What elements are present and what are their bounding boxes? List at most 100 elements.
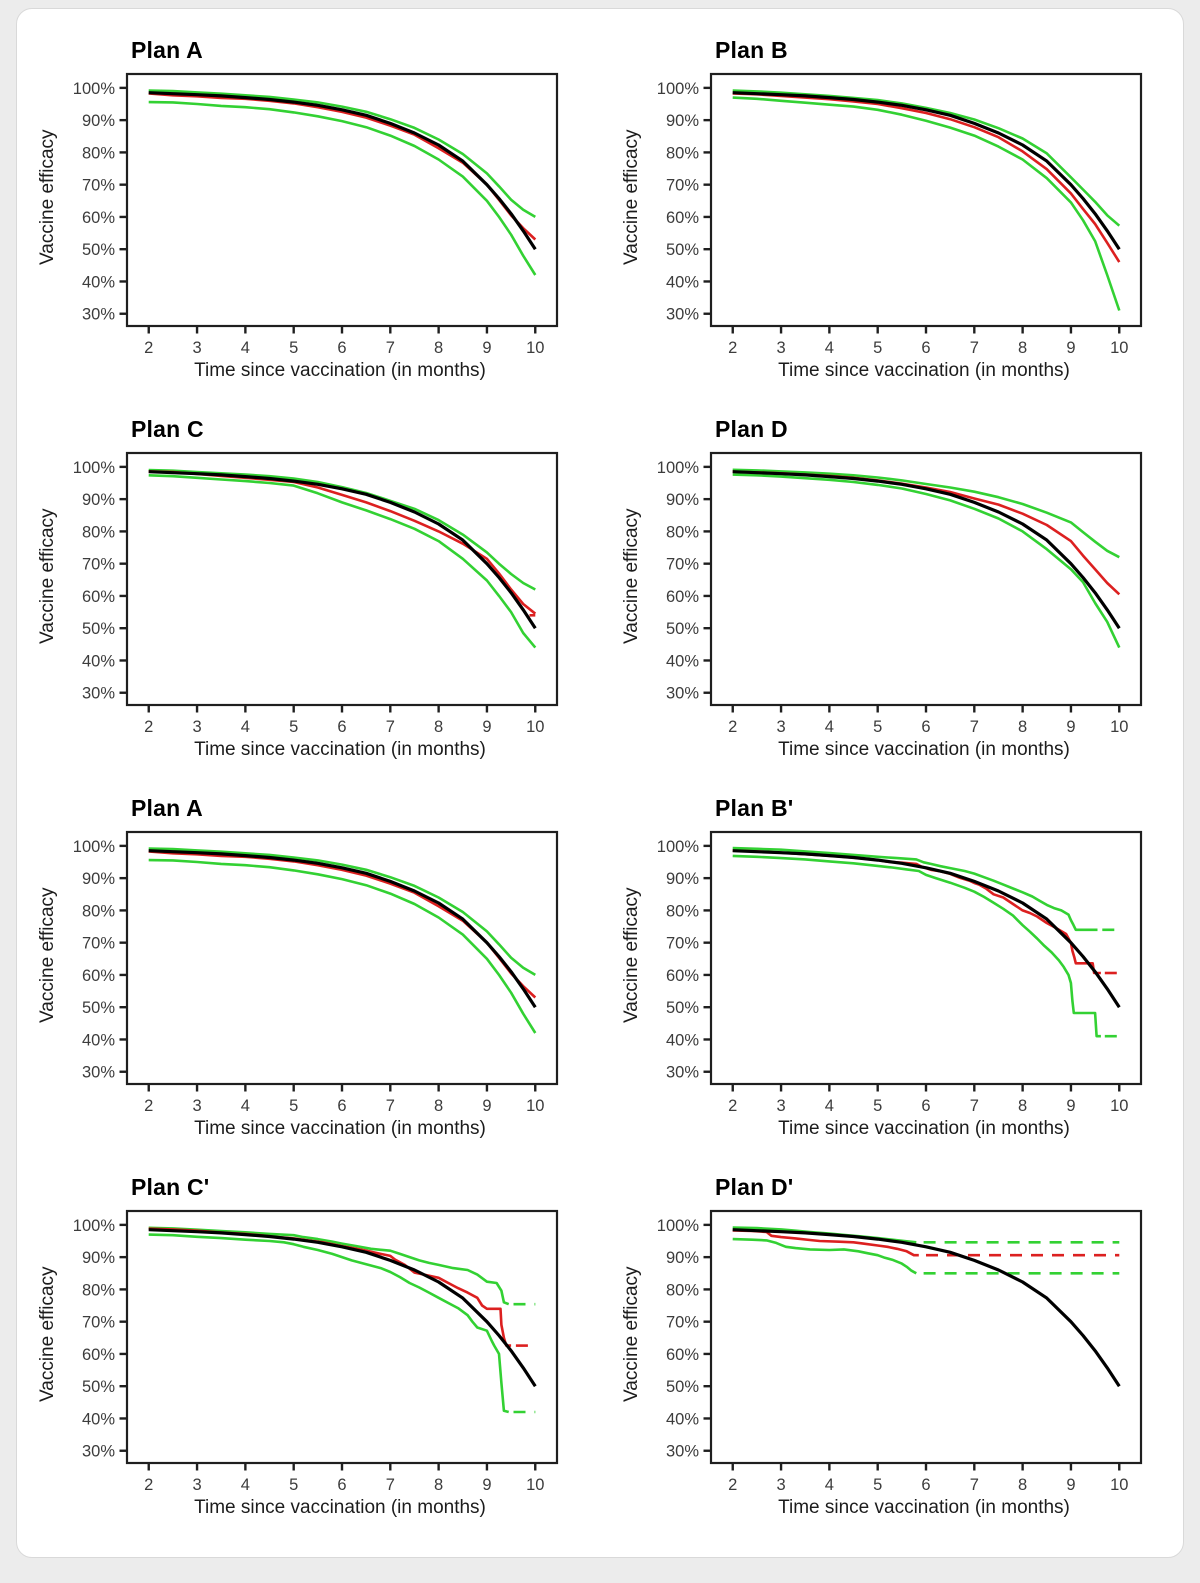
x-tick-label: 3 (776, 1476, 785, 1494)
x-tick-label: 6 (337, 339, 346, 357)
x-tick-label: 8 (1018, 718, 1027, 736)
y-tick-label: 70% (82, 177, 115, 195)
y-axis-label: Vaccine efficacy (37, 1266, 58, 1402)
x-tick-label: 2 (728, 1097, 737, 1115)
x-axis-label: Time since vaccination (in months) (778, 739, 1070, 760)
x-tick-label: 8 (1018, 1097, 1027, 1115)
x-tick-label: 10 (526, 339, 544, 357)
upper-95-band-line (148, 1226, 510, 1306)
x-tick-label: 8 (434, 1097, 443, 1115)
y-tick-label: 80% (666, 523, 699, 541)
y-tick-label: 90% (666, 491, 699, 509)
x-axis-label: Time since vaccination (in months) (778, 1497, 1070, 1518)
y-tick-label: 50% (666, 620, 699, 638)
x-tick-label: 8 (1018, 1476, 1027, 1494)
y-tick-label: 70% (82, 556, 115, 574)
y-tick-label: 90% (82, 491, 115, 509)
x-tick-label: 2 (144, 1097, 153, 1115)
y-tick-label: 100% (657, 838, 700, 856)
x-tick-label: 4 (241, 1097, 250, 1115)
y-tick-label: 60% (666, 209, 699, 227)
upper-95-band-line (148, 89, 536, 219)
lower-95-band-line (732, 854, 1101, 1038)
chart-panel: Plan B' Vaccine efficacy 100% 90% 80% 70% 60… (617, 789, 1167, 1144)
upper-95-band-line (732, 468, 1120, 559)
y-tick-label: 60% (82, 209, 115, 227)
x-tick-label: 3 (192, 1097, 201, 1115)
y-tick-label: 100% (73, 1217, 116, 1235)
x-axis-label: Time since vaccination (in months) (778, 360, 1070, 381)
y-tick-label: 50% (666, 241, 699, 259)
y-tick-label: 50% (82, 1378, 115, 1396)
x-tick-label: 3 (776, 339, 785, 357)
y-tick-label: 80% (82, 1281, 115, 1299)
x-tick-label: 3 (776, 1097, 785, 1115)
x-tick-label: 8 (434, 718, 443, 736)
x-tick-label: 3 (776, 718, 785, 736)
y-tick-label: 70% (82, 1314, 115, 1332)
x-tick-label: 5 (289, 718, 298, 736)
y-tick-label: 80% (82, 144, 115, 162)
x-tick-label: 2 (144, 1476, 153, 1494)
lower-95-band-line (732, 96, 1121, 311)
x-tick-label: 6 (337, 718, 346, 736)
chart-panel: Plan A Vaccine efficacy 100% 90% 80% 70% 60%… (33, 789, 583, 1144)
x-tick-label: 4 (825, 1097, 834, 1115)
panel-title: Plan D' (715, 1174, 794, 1200)
x-tick-label: 4 (241, 718, 250, 736)
chart-panel: Plan C' Vaccine efficacy 100% 90% 80% 70% 60… (33, 1168, 583, 1523)
true-ve-line (732, 91, 1121, 251)
y-axis-label: Vaccine efficacy (37, 887, 58, 1023)
plan-c-chart: 100% 90% 80% 70% 60% 50% 40% 30% 2 3 4 5 6 7 8 9 10 (73, 451, 559, 736)
x-tick-label: 10 (526, 1476, 544, 1494)
true-ve-line (732, 849, 1121, 1009)
lower-95-band-line (148, 1233, 510, 1414)
y-axis-label: Vaccine efficacy (621, 887, 642, 1023)
y-tick-label: 30% (666, 1064, 699, 1082)
y-tick-label: 40% (82, 1031, 115, 1049)
x-tick-label: 8 (434, 339, 443, 357)
true-ve-line (732, 470, 1121, 630)
plan-a-chart: 100% 90% 80% 70% 60% 50% 40% 30% 2 3 4 5 6 7 8 9 10 (73, 72, 559, 357)
panel-title: Plan B (715, 37, 788, 63)
x-tick-label: 10 (526, 718, 544, 736)
x-tick-label: 3 (192, 718, 201, 736)
x-tick-label: 10 (526, 1097, 544, 1115)
x-tick-label: 5 (289, 1476, 298, 1494)
panel-title: Plan C (131, 416, 204, 442)
y-axis-label: Vaccine efficacy (621, 508, 642, 644)
y-tick-label: 80% (666, 1281, 699, 1299)
x-tick-label: 5 (873, 1476, 882, 1494)
y-tick-label: 70% (666, 1314, 699, 1332)
plot-border (125, 1209, 559, 1465)
y-tick-label: 80% (82, 523, 115, 541)
y-tick-label: 60% (666, 967, 699, 985)
y-tick-label: 90% (82, 870, 115, 888)
x-tick-label: 7 (386, 1097, 395, 1115)
y-tick-label: 80% (666, 144, 699, 162)
y-tick-label: 60% (666, 588, 699, 606)
x-axis-label: Time since vaccination (in months) (778, 1118, 1070, 1139)
x-tick-label: 4 (825, 339, 834, 357)
plot-border (709, 72, 1143, 328)
x-tick-label: 4 (241, 1476, 250, 1494)
y-tick-label: 70% (666, 556, 699, 574)
y-tick-label: 30% (666, 1443, 699, 1461)
y-tick-label: 50% (82, 999, 115, 1017)
x-tick-label: 4 (825, 1476, 834, 1494)
estimated-ve-line (732, 1229, 919, 1257)
true-ve-line (732, 1228, 1121, 1388)
y-tick-label: 50% (82, 241, 115, 259)
panel-title: Plan C' (131, 1174, 210, 1200)
y-tick-label: 100% (657, 1217, 700, 1235)
plan-b-chart: 100% 90% 80% 70% 60% 50% 40% 30% 2 3 4 5 6 7 8 9 10 (657, 72, 1143, 357)
x-tick-label: 8 (434, 1476, 443, 1494)
plan-a-chart: 100% 90% 80% 70% 60% 50% 40% 30% 2 3 4 5 6 7 8 9 10 (73, 830, 559, 1115)
x-tick-label: 4 (825, 718, 834, 736)
x-tick-label: 3 (192, 1476, 201, 1494)
x-tick-label: 9 (1066, 718, 1075, 736)
upper-95-band-line (148, 847, 536, 977)
chart-panel: Plan A Vaccine efficacy 100% 90% 80% 70% 60%… (33, 31, 583, 386)
x-tick-label: 7 (970, 339, 979, 357)
chart-panel: Plan B Vaccine efficacy 100% 90% 80% 70% 60%… (617, 31, 1167, 386)
